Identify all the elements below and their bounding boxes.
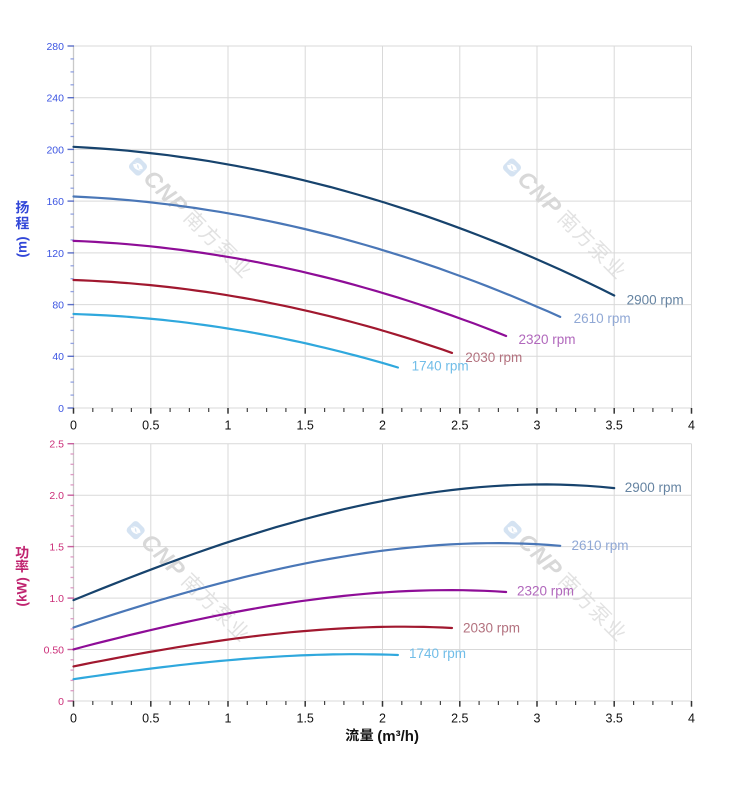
svg-text:0.5: 0.5 <box>142 418 159 432</box>
svg-text:1.5: 1.5 <box>297 712 314 726</box>
svg-text:120: 120 <box>46 248 64 260</box>
svg-text:0: 0 <box>70 712 77 726</box>
svg-text:0.50: 0.50 <box>44 644 65 656</box>
svg-text:0: 0 <box>58 403 64 415</box>
svg-text:4: 4 <box>688 418 695 432</box>
svg-text:1: 1 <box>225 418 232 432</box>
svg-text:2: 2 <box>379 712 386 726</box>
svg-text:2.0: 2.0 <box>49 490 64 502</box>
svg-text:(kW): (kW) <box>14 577 29 606</box>
svg-text:2030 rpm: 2030 rpm <box>463 620 520 635</box>
svg-text:2610 rpm: 2610 rpm <box>574 311 631 326</box>
svg-text:1: 1 <box>225 712 232 726</box>
svg-text:1.5: 1.5 <box>297 418 314 432</box>
svg-text:200: 200 <box>46 144 64 156</box>
svg-text:40: 40 <box>52 351 64 363</box>
svg-text:2030 rpm: 2030 rpm <box>465 350 522 365</box>
svg-text:1740 rpm: 1740 rpm <box>412 359 469 374</box>
svg-text:3: 3 <box>534 418 541 432</box>
svg-text:1740 rpm: 1740 rpm <box>409 646 466 661</box>
svg-text:160: 160 <box>46 196 64 208</box>
svg-text:2.5: 2.5 <box>451 712 468 726</box>
svg-text:2: 2 <box>379 418 386 432</box>
svg-text:2900 rpm: 2900 rpm <box>627 292 684 307</box>
svg-text:80: 80 <box>52 300 64 312</box>
svg-text:4: 4 <box>688 712 695 726</box>
svg-text:280: 280 <box>46 41 64 53</box>
svg-text:0: 0 <box>70 418 77 432</box>
svg-text:3.5: 3.5 <box>606 712 623 726</box>
svg-text:2.5: 2.5 <box>49 439 64 451</box>
svg-text:3: 3 <box>534 712 541 726</box>
svg-text:240: 240 <box>46 93 64 105</box>
svg-text:2320 rpm: 2320 rpm <box>517 583 574 598</box>
svg-text:2900 rpm: 2900 rpm <box>625 480 682 495</box>
svg-text:1.5: 1.5 <box>49 542 64 554</box>
svg-text:2610 rpm: 2610 rpm <box>572 538 629 553</box>
svg-text:2320 rpm: 2320 rpm <box>519 332 576 347</box>
svg-text:0: 0 <box>58 696 64 708</box>
svg-text:2.5: 2.5 <box>451 418 468 432</box>
svg-text:3.5: 3.5 <box>606 418 623 432</box>
svg-text:0.5: 0.5 <box>142 712 159 726</box>
svg-text:(m): (m) <box>14 237 29 258</box>
svg-text:1.0: 1.0 <box>49 593 64 605</box>
svg-text:(m³/h): (m³/h) <box>377 728 419 745</box>
